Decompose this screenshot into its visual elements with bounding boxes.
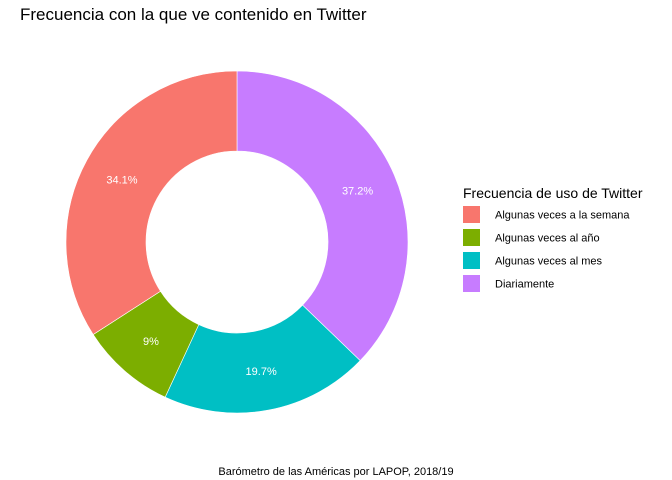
chart-caption: Barómetro de las Américas por LAPOP, 201…	[218, 466, 453, 478]
legend-label-4: Diariamente	[495, 279, 554, 291]
chart-title: Frecuencia con la que ve contenido en Tw…	[20, 5, 367, 24]
donut-slice-1	[65, 70, 238, 335]
legend-key-2	[463, 229, 480, 246]
slice-labels: 37.2% 19.7% 9% 34.1%	[106, 174, 373, 378]
legend: Algunas veces a la semana Algunas veces a…	[463, 206, 630, 292]
legend-key-4	[463, 275, 480, 292]
slice-label-4: 37.2%	[342, 186, 373, 198]
legend-key-3	[463, 252, 480, 269]
slice-label-3: 19.7%	[246, 366, 277, 378]
legend-key-1	[463, 206, 480, 223]
donut-slice-3	[164, 304, 361, 414]
legend-label-2: Algunas veces al año	[495, 233, 600, 245]
slice-label-1: 34.1%	[106, 174, 137, 186]
legend-title: Frecuencia de uso de Twitter	[463, 185, 643, 201]
donut-slices	[65, 70, 409, 414]
legend-label-1: Algunas veces a la semana	[495, 210, 630, 222]
donut-slice-4	[236, 70, 409, 362]
slice-label-2: 9%	[143, 336, 159, 348]
legend-label-3: Algunas veces al mes	[495, 256, 602, 268]
